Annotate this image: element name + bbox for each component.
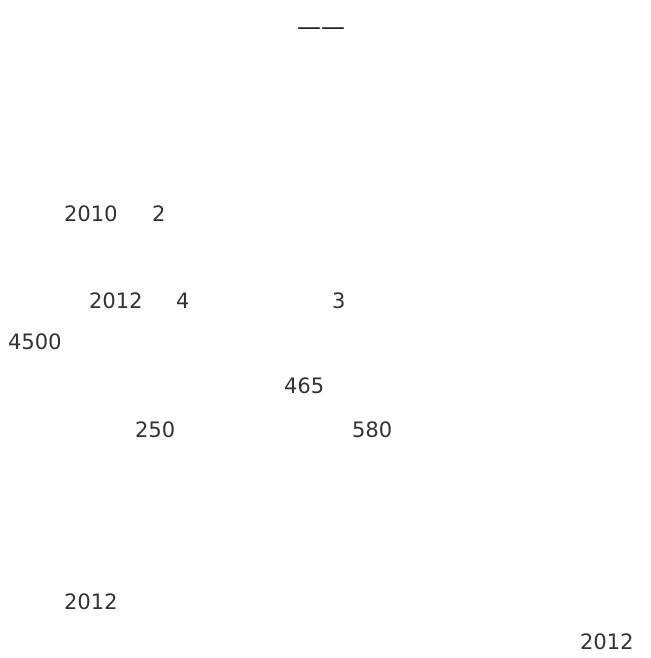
number-3: 3: [332, 289, 346, 313]
number-4500: 4500: [8, 330, 62, 354]
number-250: 250: [135, 418, 176, 442]
year-2010: 2010: [64, 202, 118, 226]
number-2: 2: [152, 202, 166, 226]
year-2012-a: 2012: [89, 289, 143, 313]
year-2012-b: 2012: [64, 590, 118, 614]
number-580: 580: [352, 418, 393, 442]
number-465: 465: [284, 374, 325, 398]
number-4: 4: [176, 289, 190, 313]
title-dash: ——: [297, 13, 345, 41]
footer-year-2012: 2012: [580, 630, 634, 654]
